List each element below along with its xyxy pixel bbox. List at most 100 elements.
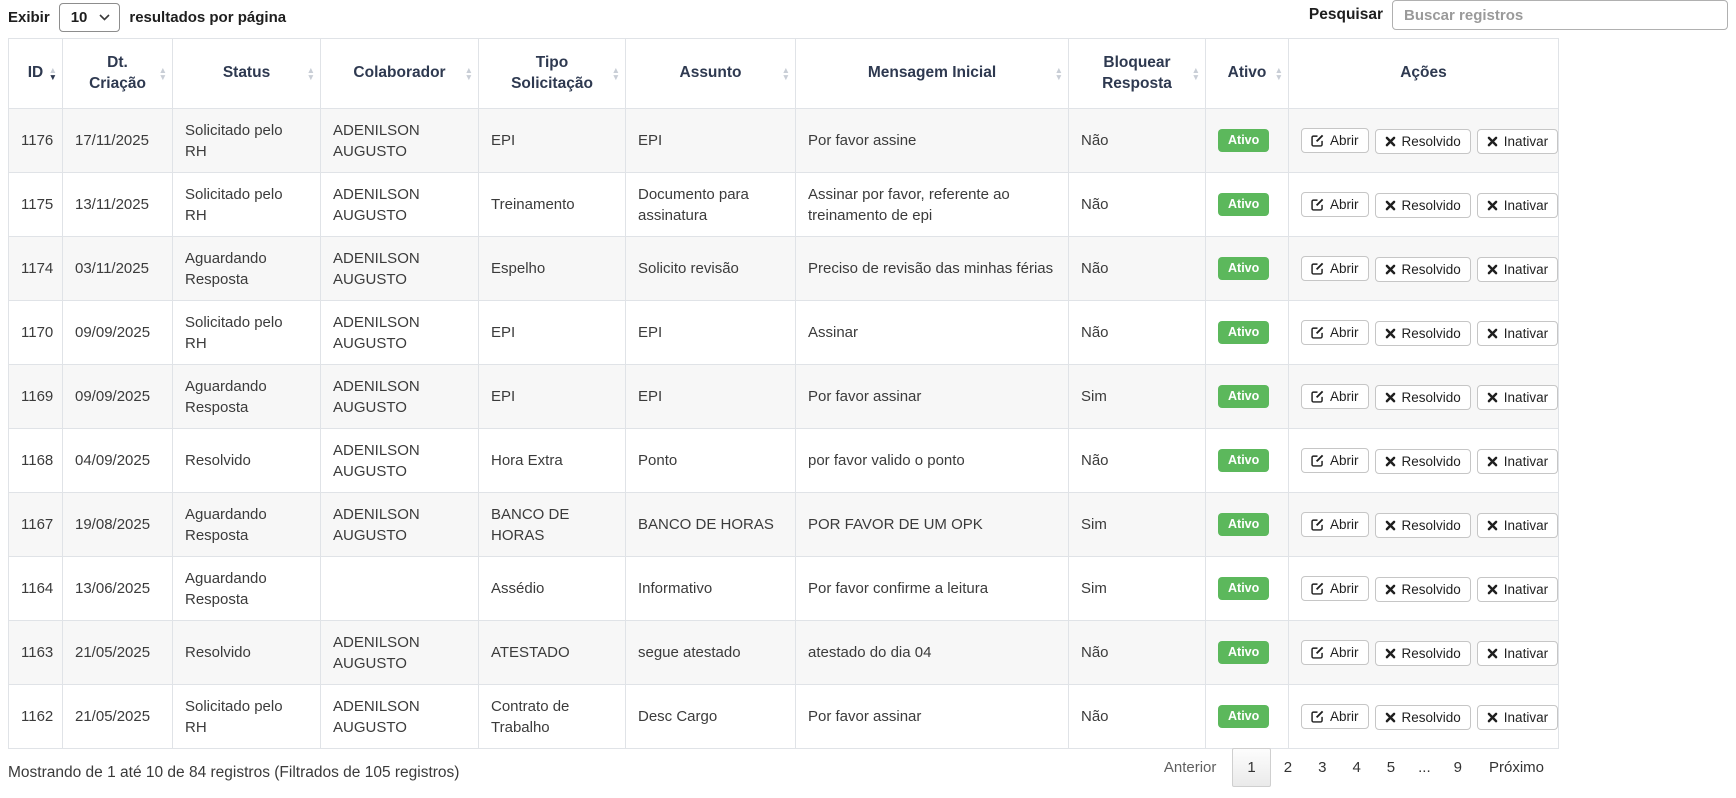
resolvido-button[interactable]: Resolvido	[1374, 320, 1471, 346]
abrir-button[interactable]: Abrir	[1301, 703, 1369, 729]
inativar-button[interactable]: Inativar	[1476, 192, 1559, 218]
abrir-button[interactable]: Abrir	[1301, 575, 1369, 601]
resolvido-button[interactable]: Resolvido	[1374, 192, 1471, 218]
column-header-tipo-solicitacao[interactable]: Tipo Solicitação ▲ ▼	[478, 38, 626, 109]
table-row: 1175 13/11/2025 Solicitado pelo RH ADENILSO…	[8, 172, 1559, 237]
page-length-select[interactable]: 10	[58, 3, 121, 32]
search-input[interactable]	[1392, 0, 1728, 30]
column-header-label: Mensagem Inicial	[867, 64, 997, 82]
resolvido-button[interactable]: Resolvido	[1374, 256, 1471, 282]
cell-assunto: BANCO DE HORAS	[625, 492, 796, 557]
cell-mensagem-inicial: Por favor assinar	[795, 684, 1069, 749]
sort-icon: ▲ ▼	[781, 64, 790, 82]
column-header-mensagem-inicial[interactable]: Mensagem Inicial ▲ ▼	[795, 38, 1069, 109]
cell-ativo: Ativo	[1205, 108, 1289, 173]
inativar-button[interactable]: Inativar	[1476, 640, 1559, 666]
sort-icon: ▲ ▼	[48, 64, 57, 82]
pagination-page[interactable]: 2	[1283, 759, 1293, 776]
pagination-ellipsis: ...	[1418, 759, 1431, 776]
resolvido-button[interactable]: Resolvido	[1374, 576, 1471, 602]
cell-mensagem-inicial: Por favor assinar	[795, 364, 1069, 429]
column-header-status[interactable]: Status ▲ ▼	[172, 38, 321, 109]
sort-icon: ▲ ▼	[1274, 64, 1283, 82]
button-label: Inativar	[1503, 197, 1549, 213]
cell-mensagem-inicial: Assinar	[795, 300, 1069, 365]
cell-colaborador: ADENILSON AUGUSTO	[320, 492, 479, 557]
cell-status: Resolvido	[172, 620, 321, 685]
resolvido-button[interactable]: Resolvido	[1374, 128, 1471, 154]
button-label: Inativar	[1503, 453, 1549, 469]
sort-icon: ▲ ▼	[464, 64, 473, 82]
pagination-previous[interactable]: Anterior	[1163, 759, 1217, 776]
x-icon	[1385, 200, 1396, 211]
inativar-button[interactable]: Inativar	[1476, 448, 1559, 474]
abrir-button[interactable]: Abrir	[1301, 191, 1369, 217]
cell-mensagem-inicial: POR FAVOR DE UM OPK	[795, 492, 1069, 557]
button-label: Resolvido	[1401, 581, 1461, 597]
length-label-suffix: resultados por página	[129, 9, 287, 26]
edit-icon	[1311, 646, 1324, 659]
button-label: Resolvido	[1401, 325, 1461, 341]
inativar-button[interactable]: Inativar	[1476, 704, 1559, 730]
cell-id: 1176	[8, 108, 63, 173]
status-badge-ativo: Ativo	[1218, 577, 1270, 600]
cell-dt-criacao: 13/06/2025	[62, 556, 173, 621]
pagination-page[interactable]: 4	[1352, 759, 1361, 776]
column-header-colaborador[interactable]: Colaborador ▲ ▼	[320, 38, 479, 109]
inativar-button[interactable]: Inativar	[1476, 320, 1559, 346]
length-label-prefix: Exibir	[8, 9, 50, 26]
table-row: 1162 21/05/2025 Solicitado pelo RH ADENILSO…	[8, 684, 1559, 749]
cell-tipo-solicitacao: Hora Extra	[478, 428, 626, 493]
x-icon	[1487, 712, 1498, 723]
cell-status: Solicitado pelo RH	[172, 684, 321, 749]
abrir-button[interactable]: Abrir	[1301, 319, 1369, 345]
button-label: Abrir	[1330, 516, 1359, 532]
x-icon	[1385, 264, 1396, 275]
column-header-ativo[interactable]: Ativo ▲ ▼	[1205, 38, 1289, 109]
table-row: 1170 09/09/2025 Solicitado pelo RH ADENILSO…	[8, 300, 1559, 365]
cell-acoes: Abrir Resolvido Inativar	[1288, 108, 1559, 173]
edit-icon	[1311, 710, 1324, 723]
column-header-id[interactable]: ID ▲ ▼	[8, 38, 63, 109]
resolvido-button[interactable]: Resolvido	[1374, 704, 1471, 730]
abrir-button[interactable]: Abrir	[1301, 255, 1369, 281]
column-header-bloquear-resposta[interactable]: Bloquear Resposta ▲ ▼	[1068, 38, 1206, 109]
button-label: Abrir	[1330, 580, 1359, 596]
inativar-button[interactable]: Inativar	[1476, 256, 1559, 282]
sort-icon: ▲ ▼	[611, 64, 620, 82]
button-label: Resolvido	[1401, 261, 1461, 277]
pagination-page[interactable]: 3	[1318, 759, 1327, 776]
abrir-button[interactable]: Abrir	[1301, 447, 1369, 473]
abrir-button[interactable]: Abrir	[1301, 383, 1369, 409]
cell-bloquear-resposta: Não	[1068, 172, 1206, 237]
button-label: Inativar	[1503, 261, 1549, 277]
x-icon	[1487, 392, 1498, 403]
cell-id: 1167	[8, 492, 63, 557]
inativar-button[interactable]: Inativar	[1476, 128, 1559, 154]
resolvido-button[interactable]: Resolvido	[1374, 640, 1471, 666]
resolvido-button[interactable]: Resolvido	[1374, 384, 1471, 410]
status-badge-ativo: Ativo	[1218, 257, 1270, 280]
x-icon	[1487, 264, 1498, 275]
column-header-assunto[interactable]: Assunto ▲ ▼	[625, 38, 796, 109]
inativar-button[interactable]: Inativar	[1476, 384, 1559, 410]
abrir-button[interactable]: Abrir	[1301, 127, 1369, 153]
column-header-dt-criacao[interactable]: Dt. Criação ▲ ▼	[62, 38, 173, 109]
status-badge-ativo: Ativo	[1218, 705, 1270, 728]
cell-tipo-solicitacao: EPI	[478, 300, 626, 365]
resolvido-button[interactable]: Resolvido	[1374, 512, 1471, 538]
pagination-page[interactable]: 9	[1453, 759, 1462, 776]
cell-id: 1164	[8, 556, 63, 621]
button-label: Inativar	[1503, 709, 1549, 725]
cell-id: 1175	[8, 172, 63, 237]
abrir-button[interactable]: Abrir	[1301, 511, 1369, 537]
cell-tipo-solicitacao: Treinamento	[478, 172, 626, 237]
inativar-button[interactable]: Inativar	[1476, 512, 1559, 538]
pagination-page[interactable]: 5	[1386, 759, 1396, 776]
resolvido-button[interactable]: Resolvido	[1374, 448, 1471, 474]
pagination-next[interactable]: Próximo	[1488, 759, 1544, 776]
pagination-page[interactable]: 1	[1232, 748, 1271, 787]
abrir-button[interactable]: Abrir	[1301, 639, 1369, 665]
inativar-button[interactable]: Inativar	[1476, 576, 1559, 602]
edit-icon	[1311, 390, 1324, 403]
